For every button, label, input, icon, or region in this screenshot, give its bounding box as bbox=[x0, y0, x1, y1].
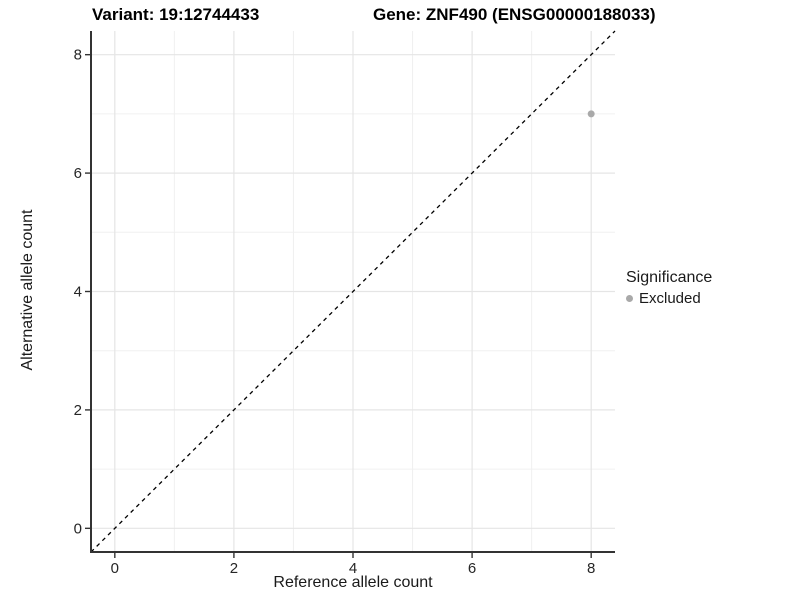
y-tick-label: 8 bbox=[74, 47, 82, 64]
identity-dashed-line bbox=[90, 30, 616, 553]
y-tick-label: 2 bbox=[74, 402, 82, 419]
legend-point-icon bbox=[626, 295, 633, 302]
y-tick-label: 0 bbox=[74, 520, 82, 537]
y-tick-label: 6 bbox=[74, 165, 82, 182]
legend: Significance Excluded bbox=[626, 269, 712, 307]
legend-item-excluded: Excluded bbox=[626, 290, 712, 307]
x-axis-title: Reference allele count bbox=[273, 574, 433, 591]
x-tick-label: 2 bbox=[230, 560, 238, 577]
data-point bbox=[587, 110, 595, 118]
y-tick-label: 4 bbox=[74, 284, 82, 301]
plot-title-variant: Variant: 19:12744433 bbox=[92, 5, 260, 24]
x-tick-label: 6 bbox=[468, 560, 476, 577]
x-tick-label: 0 bbox=[111, 560, 119, 577]
legend-title: Significance bbox=[626, 269, 713, 286]
legend-item-label: Excluded bbox=[639, 290, 701, 307]
plot-title-gene: Gene: ZNF490 (ENSG00000188033) bbox=[373, 5, 656, 24]
x-tick-label: 8 bbox=[587, 560, 595, 577]
x-tick-label: 4 bbox=[349, 560, 357, 577]
y-axis-title: Alternative allele count bbox=[19, 209, 36, 371]
